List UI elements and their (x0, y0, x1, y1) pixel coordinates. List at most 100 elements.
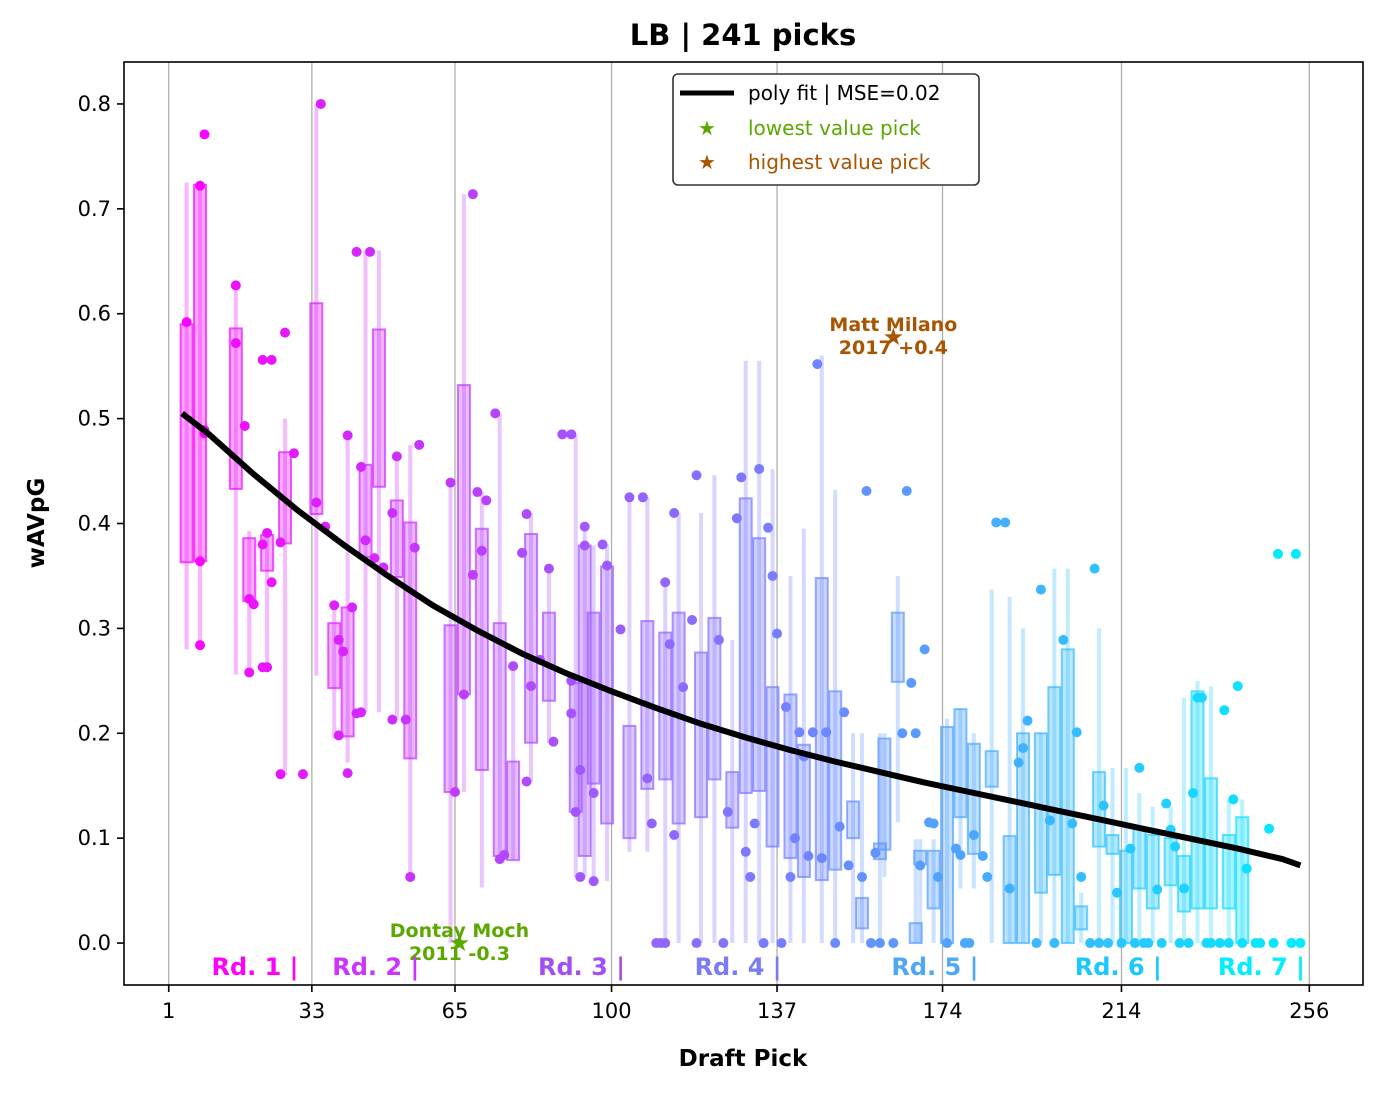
pick-point (624, 492, 635, 503)
pick-point (772, 628, 783, 639)
x-tick-label: 65 (442, 999, 469, 1023)
box (389, 499, 404, 578)
box (371, 328, 386, 488)
pick-boxes (179, 103, 1250, 945)
box (1132, 826, 1147, 890)
pick-point (789, 833, 800, 844)
pick-point (1018, 742, 1029, 753)
pick-point (467, 569, 478, 580)
annotation-detail: 2011 -0.3 (409, 943, 510, 965)
pick-point (691, 470, 702, 481)
pick-point (490, 408, 501, 419)
pick-point (1076, 871, 1087, 882)
pick-point (195, 640, 206, 651)
pick-point (1255, 938, 1266, 949)
pick-point (637, 492, 648, 503)
pick-point (745, 871, 756, 882)
pick-point (1089, 563, 1100, 574)
pick-point (1071, 727, 1082, 738)
pick-point (409, 542, 420, 553)
annotation-star-icon: ★ (883, 323, 905, 351)
poly-fit-line (180, 411, 1302, 869)
pick-point (1156, 938, 1167, 949)
pick-point (830, 938, 841, 949)
pick-point (1031, 938, 1042, 949)
box (1221, 834, 1236, 910)
pick-point (678, 682, 689, 693)
pick-point (244, 667, 255, 678)
pick-point (405, 871, 416, 882)
box (309, 302, 324, 516)
box (752, 537, 767, 792)
round-labels: Rd. 1 | Rd. 2 | Rd. 3 | Rd. 4 | Rd. 5 | Rd. 6… (211, 953, 1304, 981)
pick-point (1085, 938, 1096, 949)
box (966, 742, 981, 855)
box (506, 760, 521, 862)
x-tick-label: 100 (592, 999, 632, 1023)
pick-point (297, 769, 308, 780)
box (193, 183, 208, 563)
round-label: Rd. 6 | (1075, 953, 1162, 981)
pick-point (588, 788, 599, 799)
box (524, 532, 539, 744)
pick-point (262, 662, 273, 673)
box (846, 800, 861, 840)
pick-point (239, 420, 250, 431)
round-label: Rd. 1 | (211, 953, 298, 981)
pick-point (181, 317, 192, 328)
box (796, 743, 811, 878)
pick-point (691, 938, 702, 949)
pick-point (1228, 794, 1239, 805)
pick-point (1035, 584, 1046, 595)
pick-point (749, 818, 760, 829)
round-label: Rd. 7 | (1218, 953, 1305, 981)
legend-lowest-label: lowest value pick (748, 116, 921, 140)
box (1190, 690, 1205, 910)
axes: 1 33 65 100 137 174 214 256 0.0 0.1 0.2 0.3 0.4 0.5 0.… (78, 92, 1330, 1023)
pick-point (754, 463, 765, 474)
x-tick-label: 256 (1289, 999, 1329, 1023)
pick-point (1143, 938, 1154, 949)
pick-point (1219, 705, 1230, 716)
pick-point (1116, 938, 1127, 949)
pick-point (861, 485, 872, 496)
x-tick-label: 1 (162, 999, 175, 1023)
pick-point (834, 821, 845, 832)
pick-point (365, 246, 376, 257)
pick-point (526, 681, 537, 692)
annotation-star-icon: ★ (449, 929, 471, 957)
box (890, 611, 905, 683)
pick-point (230, 338, 241, 349)
pick-point (964, 938, 975, 949)
y-tick-label: 0.2 (78, 721, 111, 745)
pick-point (575, 871, 586, 882)
pick-point (266, 577, 277, 588)
pick-point (275, 769, 286, 780)
pick-point (521, 509, 532, 520)
y-tick-label: 0.0 (78, 931, 111, 955)
pick-point (843, 860, 854, 871)
box (403, 521, 418, 760)
pick-point (387, 714, 398, 725)
pick-point (1295, 938, 1306, 949)
annotation-detail: 2017 +0.4 (839, 337, 948, 359)
box (1060, 648, 1075, 945)
box (600, 565, 615, 825)
pick-point (1170, 841, 1181, 852)
pick-point (449, 787, 460, 798)
pick-point (687, 614, 698, 625)
chart-title: LB | 241 picks (630, 18, 856, 52)
box (443, 624, 458, 794)
pick-point (758, 938, 769, 949)
annotation-name: Dontay Moch (390, 920, 529, 942)
pick-point (257, 539, 268, 550)
pick-point (356, 707, 367, 718)
pick-point (933, 871, 944, 882)
pick-point (458, 689, 469, 700)
pick-point (1094, 938, 1105, 949)
pick-point (275, 537, 286, 548)
box (694, 651, 709, 819)
pick-point (807, 727, 818, 738)
box (340, 606, 355, 738)
round-label: Rd. 3 | (538, 953, 625, 981)
